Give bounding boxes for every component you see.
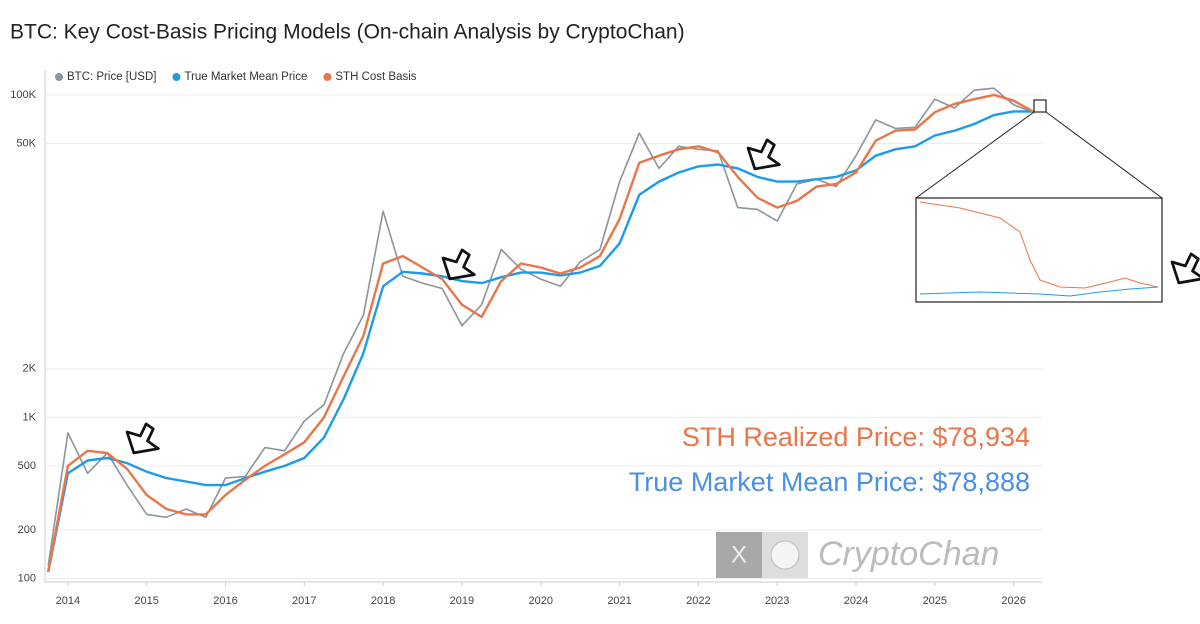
x-tick-label: 2017 [292,595,316,607]
y-tick-label: 50K [16,137,36,149]
x-tick-label: 2014 [56,595,80,607]
series-lines [47,87,1034,573]
x-tick-label: 2020 [528,595,552,607]
legend-marker [55,73,63,81]
legend-marker [172,73,181,81]
watermark-logo: X [716,532,808,578]
x-tick-label: 2015 [134,595,158,607]
legend-marker [323,73,332,81]
x-tick-label: 2018 [371,595,395,607]
series-line [47,87,1034,566]
x-tick-label: 2016 [213,595,237,607]
y-tick-label: 500 [18,460,36,472]
legend-label: BTC: Price [USD] [67,71,156,83]
x-tick-label: 2019 [450,595,474,607]
grid [45,94,1042,580]
x-tick-label: 2021 [607,595,631,607]
annotation: True Market Mean Price: $78,888 [629,467,1030,497]
x-tick-label: 2026 [1001,595,1025,607]
series-line [47,110,1034,573]
y-tick-label: 100K [10,89,36,101]
watermark: CryptoChan [818,535,999,573]
legend-label: STH Cost Basis [335,71,416,83]
series-line [47,93,1034,573]
inset [915,99,1163,303]
y-tick-label: 200 [18,524,36,536]
legend-label: True Market Mean Price [184,71,307,83]
x-tick-label: 2024 [844,595,868,607]
annotation: STH Realized Price: $78,934 [682,422,1030,452]
y-tick-label: 2K [23,363,37,375]
y-tick-label: 1K [23,411,37,423]
arrows [125,138,1200,455]
y-tick-label: 100 [18,572,36,584]
x-tick-label: 2025 [923,595,947,607]
x-tick-label: 2023 [765,595,789,607]
svg-text:X: X [731,541,747,568]
x-tick-label: 2022 [686,595,710,607]
chart-title: BTC: Key Cost-Basis Pricing Models (On-c… [10,21,685,44]
